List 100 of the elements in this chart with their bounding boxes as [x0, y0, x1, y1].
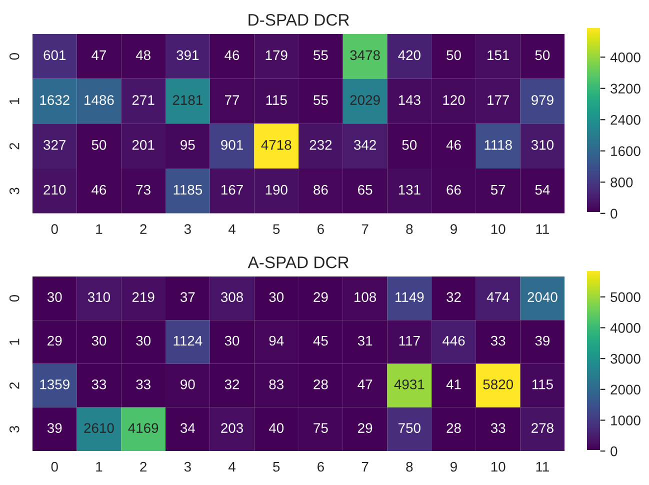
data-label: 47 — [92, 50, 106, 60]
color-bar-label: 0 — [610, 446, 618, 456]
x-tick-label: 2 — [140, 224, 146, 234]
data-label: 278 — [532, 423, 554, 433]
data-label: 55 — [314, 50, 328, 60]
data-label: 131 — [398, 184, 420, 195]
data-label: 33 — [136, 379, 150, 390]
data-label: 177 — [488, 95, 509, 105]
x-tick-label: 8 — [406, 462, 413, 472]
x-tick-label: 6 — [318, 224, 324, 234]
x-tick-label: 11 — [536, 224, 549, 234]
data-label: 30 — [92, 336, 106, 346]
data-label: 342 — [354, 140, 376, 150]
y-tick-label: 0 — [9, 294, 20, 302]
data-label: 271 — [132, 95, 154, 105]
data-label: 28 — [446, 423, 461, 433]
data-label: 4718 — [261, 140, 292, 150]
data-label: 50 — [402, 140, 417, 150]
data-label: 201 — [132, 140, 154, 150]
data-label: 1632 — [40, 95, 70, 105]
data-label: 2181 — [172, 95, 202, 105]
data-label: 40 — [268, 423, 284, 433]
data-label: 47 — [358, 380, 372, 390]
data-label: 90 — [180, 379, 195, 390]
data-label: 219 — [132, 292, 154, 302]
x-tick-label: 8 — [406, 224, 413, 234]
data-label: 108 — [354, 292, 376, 302]
x-tick-label: 5 — [273, 462, 280, 472]
data-label: 39 — [47, 423, 62, 433]
x-tick-label: 6 — [318, 462, 324, 472]
data-label: 203 — [221, 423, 243, 433]
x-tick-label: 3 — [184, 224, 191, 234]
x-tick-label: 2 — [140, 462, 146, 472]
data-label: 94 — [269, 336, 284, 346]
x-tick-label: 9 — [450, 224, 457, 234]
color-bar-label: 800 — [610, 177, 633, 188]
data-label: 2610 — [84, 423, 114, 433]
data-label: 50 — [92, 140, 106, 150]
x-tick-label: 0 — [51, 462, 58, 472]
color-bar-label: 1000 — [611, 416, 640, 426]
y-tick-label: 1 — [10, 98, 20, 104]
data-label: 308 — [220, 292, 243, 302]
color-bar-label: 5000 — [610, 292, 640, 302]
data-label: 50 — [446, 50, 461, 60]
x-tick-label: 7 — [362, 462, 368, 472]
data-label: 28 — [314, 379, 328, 390]
x-tick-label: 4 — [228, 224, 236, 234]
data-label: 33 — [92, 379, 106, 390]
data-label: 4931 — [394, 379, 424, 390]
data-label: 167 — [221, 184, 243, 195]
x-tick-label: 3 — [184, 462, 191, 472]
data-label: 48 — [136, 50, 150, 60]
x-tick-label: 7 — [362, 224, 368, 234]
data-label: 310 — [531, 140, 554, 150]
data-label: 46 — [446, 140, 461, 150]
data-label: 120 — [443, 95, 465, 105]
data-label: 41 — [446, 380, 461, 390]
data-label: 179 — [266, 50, 288, 60]
data-label: 979 — [532, 95, 554, 105]
data-label: 190 — [266, 184, 288, 195]
data-label: 30 — [47, 292, 62, 302]
data-label: 86 — [314, 184, 328, 195]
data-label: 83 — [269, 379, 284, 390]
x-tick-label: 10 — [491, 224, 506, 234]
data-label: 1149 — [396, 292, 424, 302]
x-tick-label: 1 — [96, 224, 102, 234]
chart-title: A-SPAD DCR — [248, 256, 349, 268]
data-label: 750 — [398, 423, 420, 433]
x-tick-label: 5 — [273, 224, 280, 234]
data-label: 73 — [136, 184, 150, 195]
data-label: 210 — [44, 184, 66, 195]
data-label: 420 — [398, 50, 420, 60]
data-label: 115 — [532, 380, 553, 390]
data-label: 3478 — [350, 50, 380, 60]
data-label: 32 — [224, 379, 240, 390]
color-bar-label: 1600 — [611, 146, 640, 156]
data-label: 39 — [535, 336, 550, 346]
data-label: 30 — [136, 336, 151, 346]
x-tick-label: 4 — [228, 462, 236, 472]
data-label: 77 — [225, 95, 240, 105]
data-label: 446 — [442, 336, 465, 346]
data-label: 4169 — [128, 423, 158, 433]
data-label: 37 — [180, 292, 195, 302]
data-label: 391 — [176, 50, 199, 60]
data-label: 33 — [490, 336, 506, 346]
color-bar-label: 2400 — [610, 114, 640, 125]
chart-title: D-SPAD DCR — [248, 14, 350, 26]
data-label: 46 — [92, 184, 106, 195]
data-label: 32 — [446, 292, 461, 302]
data-label: 66 — [446, 184, 461, 195]
data-label: 30 — [224, 336, 240, 346]
data-label: 75 — [314, 423, 328, 433]
data-label: 30 — [269, 292, 284, 302]
data-label: 151 — [488, 50, 510, 60]
x-tick-label: 0 — [51, 224, 58, 234]
x-tick-label: 1 — [96, 462, 102, 472]
data-label: 45 — [313, 336, 328, 346]
data-label: 55 — [314, 95, 328, 105]
data-label: 34 — [180, 423, 195, 433]
data-label: 310 — [88, 292, 110, 302]
